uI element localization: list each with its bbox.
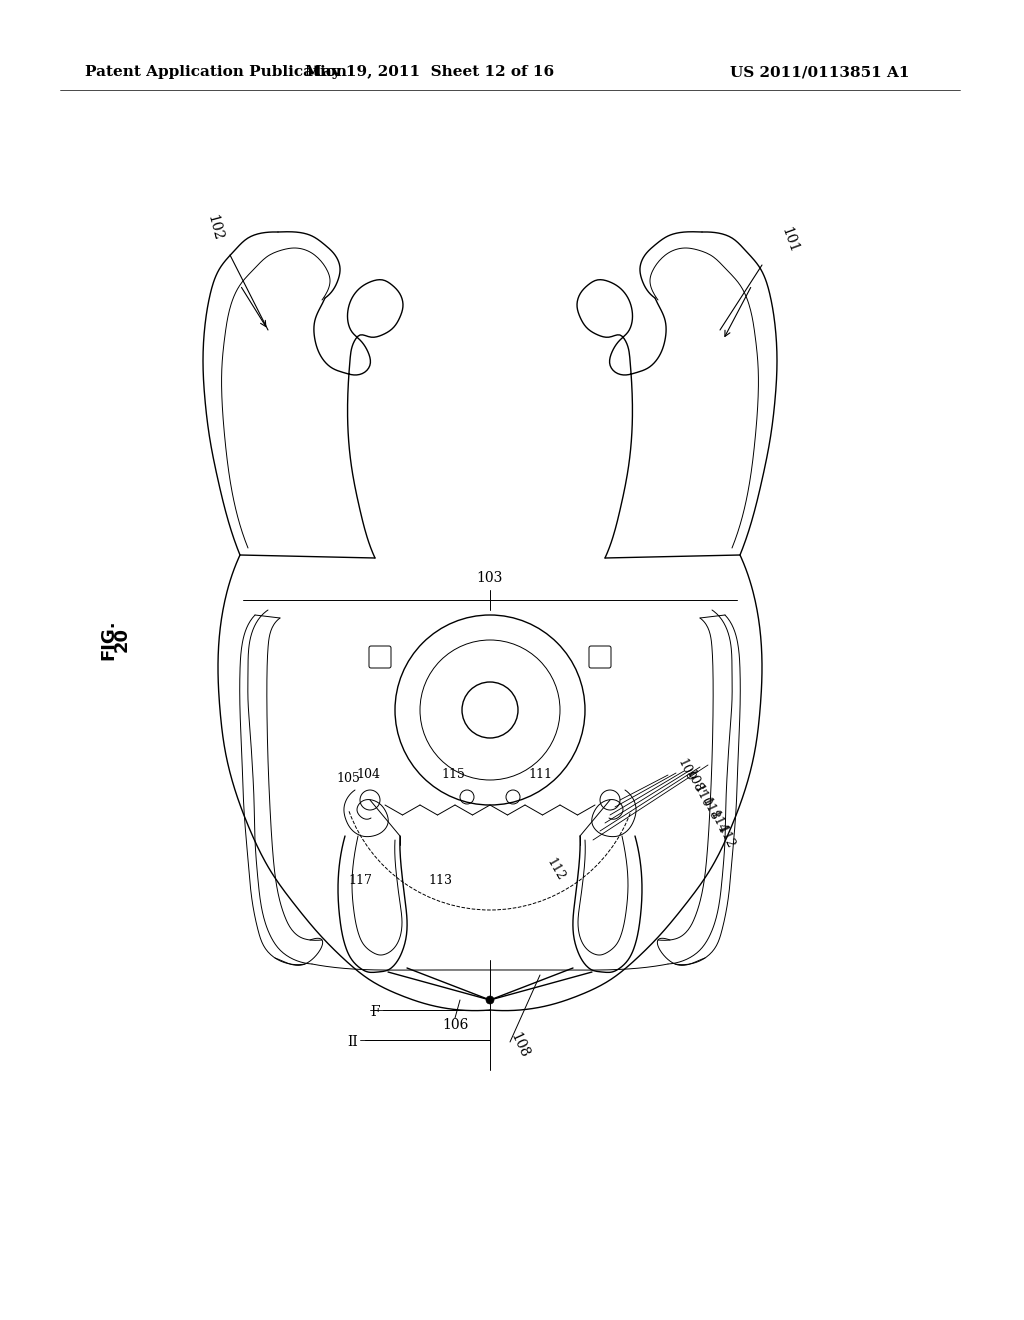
Text: II: II [347, 1035, 358, 1049]
Text: 117: 117 [348, 874, 372, 887]
Text: 101: 101 [779, 226, 801, 255]
Text: 113: 113 [428, 874, 452, 887]
Text: F: F [371, 1005, 380, 1019]
Text: 108: 108 [508, 1030, 531, 1060]
Circle shape [486, 997, 494, 1005]
Text: 114: 114 [707, 808, 729, 836]
Text: 109: 109 [675, 756, 697, 784]
Text: May 19, 2011  Sheet 12 of 16: May 19, 2011 Sheet 12 of 16 [305, 65, 555, 79]
Text: FIG.: FIG. [99, 619, 117, 660]
Text: 20: 20 [113, 627, 131, 652]
Text: 118: 118 [699, 796, 721, 822]
Text: 110: 110 [691, 783, 713, 809]
Text: 106: 106 [441, 1018, 468, 1032]
Text: 108': 108' [683, 768, 707, 799]
Text: 115: 115 [441, 768, 465, 781]
Text: 103: 103 [477, 572, 503, 585]
Text: 104: 104 [356, 768, 380, 781]
Text: 102: 102 [205, 214, 225, 243]
Text: 111: 111 [528, 768, 552, 781]
Text: Patent Application Publication: Patent Application Publication [85, 65, 347, 79]
Text: 112: 112 [715, 824, 737, 850]
Text: 105: 105 [336, 771, 360, 784]
Text: 112: 112 [544, 857, 566, 883]
Text: US 2011/0113851 A1: US 2011/0113851 A1 [730, 65, 909, 79]
